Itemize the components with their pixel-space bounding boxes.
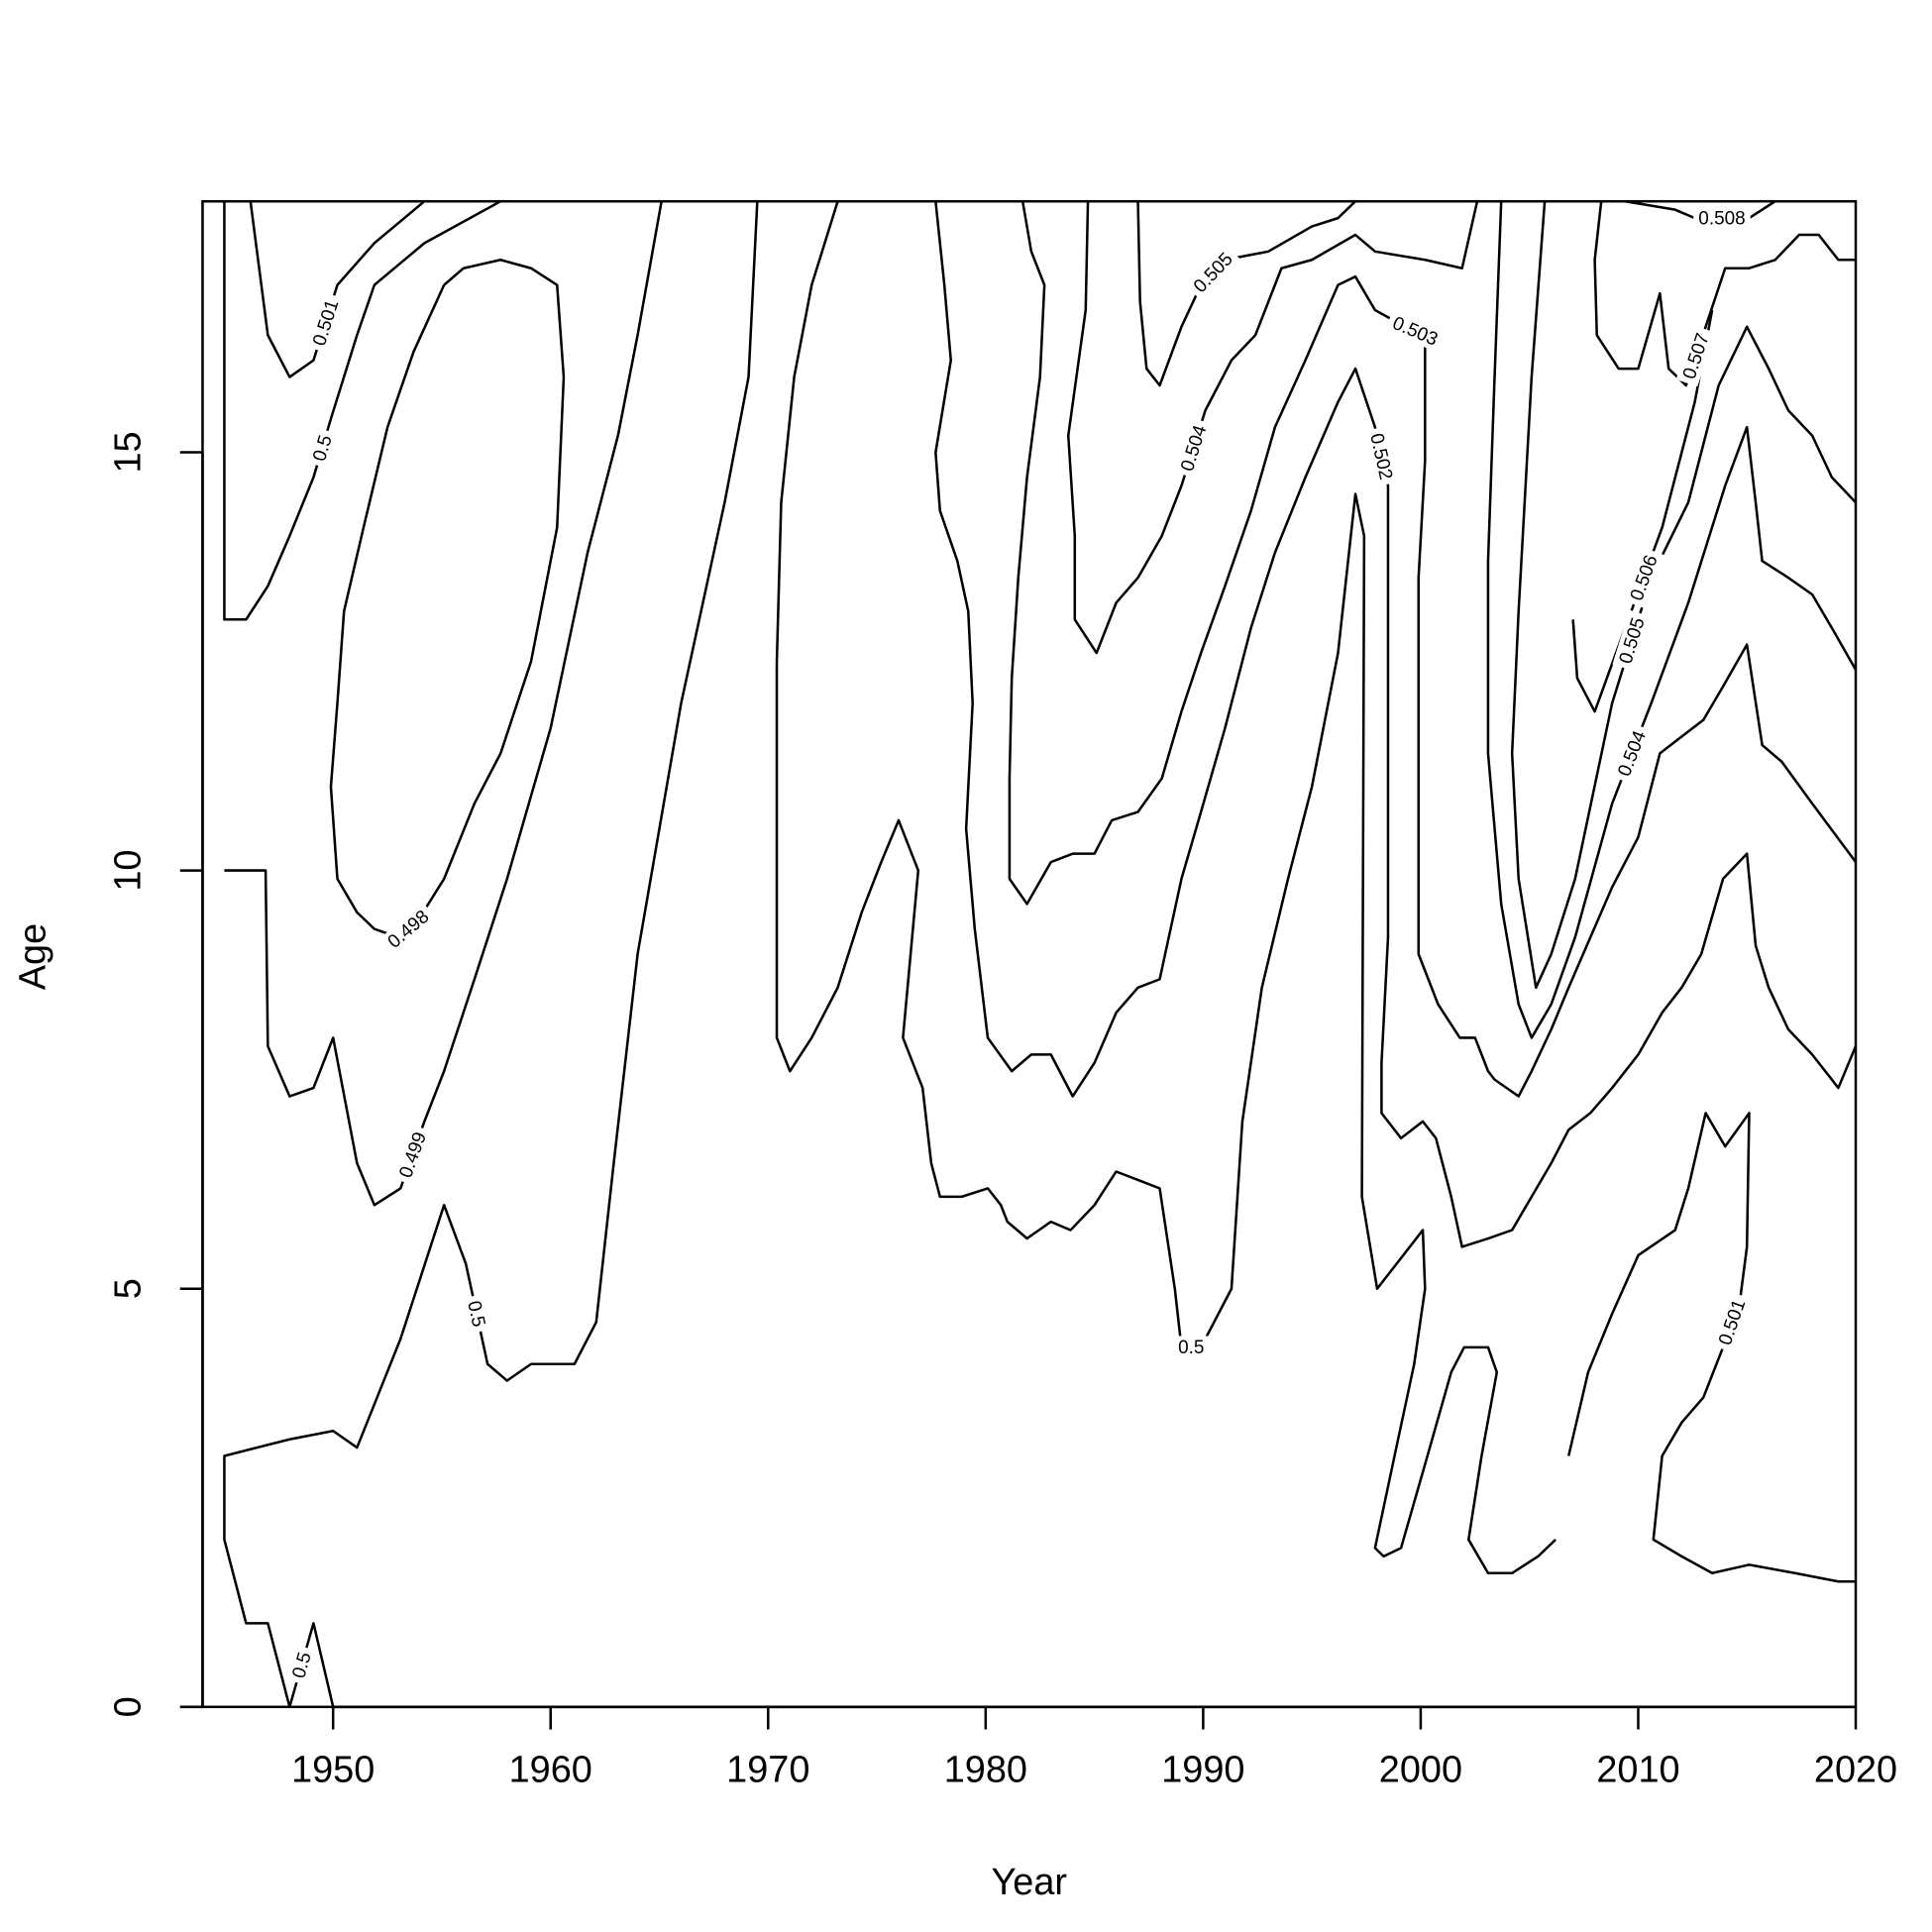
contour-label-bg bbox=[306, 427, 339, 469]
contour-label-bg bbox=[1610, 722, 1653, 785]
contour-label-bg bbox=[1173, 417, 1213, 480]
contour-label-bg bbox=[1612, 609, 1652, 672]
x-tick-label: 2000 bbox=[1379, 1750, 1462, 1791]
contour-label-bg bbox=[285, 1645, 318, 1686]
contour-label-text: 0.5 bbox=[463, 1299, 488, 1329]
y-tick-label: 5 bbox=[107, 1278, 149, 1299]
contour-label-bg bbox=[1173, 1336, 1210, 1359]
contour-label: 0.508 bbox=[1693, 206, 1751, 230]
contour-line bbox=[249, 200, 426, 378]
contour-label-bg bbox=[1675, 325, 1716, 387]
contour-label: 0.5 bbox=[1173, 1336, 1210, 1359]
contour-label-bg bbox=[392, 1124, 433, 1186]
contour-label-bg bbox=[1693, 206, 1751, 230]
x-axis-title: Year bbox=[991, 1862, 1067, 1903]
contour-label-bg bbox=[378, 902, 438, 956]
x-tick-label: 1980 bbox=[944, 1750, 1027, 1791]
contour-label-bg bbox=[306, 291, 346, 354]
x-tick-label: 1990 bbox=[1161, 1750, 1244, 1791]
contour-label-bg bbox=[1364, 426, 1399, 487]
contour-label-bg bbox=[462, 1293, 492, 1335]
x-tick-label: 2010 bbox=[1596, 1750, 1679, 1791]
contour-label-bg bbox=[1185, 244, 1241, 301]
y-tick-label: 15 bbox=[107, 431, 149, 473]
y-axis-title: Age bbox=[12, 923, 54, 990]
contour-label-text: 0.5 bbox=[1178, 1338, 1204, 1358]
contour-label-bg bbox=[1384, 309, 1447, 353]
contour-label-bg bbox=[1711, 1291, 1753, 1353]
y-tick-label: 10 bbox=[107, 850, 149, 892]
contour-label-text: 0.508 bbox=[1698, 208, 1745, 229]
x-tick-label: 2020 bbox=[1814, 1750, 1897, 1791]
contour-line bbox=[223, 200, 501, 621]
contour-label-bg bbox=[1623, 547, 1664, 608]
contour-label: 0.5 bbox=[462, 1293, 492, 1335]
x-tick-label: 1950 bbox=[291, 1750, 375, 1791]
y-tick-label: 0 bbox=[107, 1696, 149, 1717]
x-tick-label: 1960 bbox=[509, 1750, 592, 1791]
x-tick-label: 1970 bbox=[726, 1750, 809, 1791]
